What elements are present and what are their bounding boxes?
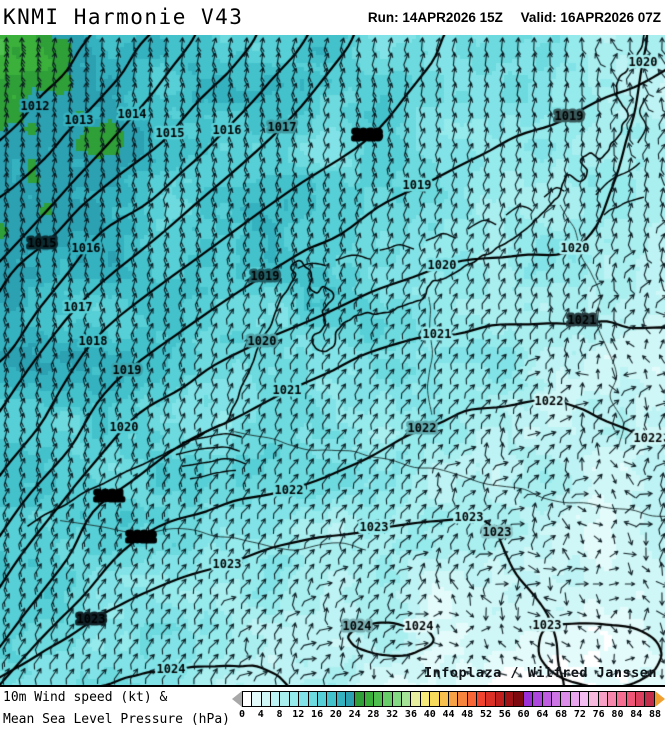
colorbar-tick-label: 32 <box>386 709 399 720</box>
colorbar-tick-label: 36 <box>404 709 417 720</box>
colorbar-tick-label: 80 <box>611 709 624 720</box>
colorbar-tick-label: 64 <box>536 709 549 720</box>
colorbar-tick-label: 48 <box>461 709 474 720</box>
colorbar-tick-label: 56 <box>498 709 511 720</box>
colorbar-tick-label: 20 <box>329 709 342 720</box>
weather-map: Infoplaza / Wilfred Janssen <box>0 35 665 687</box>
colorbar-tick-label: 28 <box>367 709 380 720</box>
colorbar-tick-label: 12 <box>292 709 305 720</box>
wind-speed-colorbar: 0 4 8 12 16 20 24 28 32 36 40 44 48 52 56 60 64 68 72 76 80 8… <box>232 691 665 725</box>
colorbar-tick-label: 16 <box>311 709 324 720</box>
colorbar-tick-label: 8 <box>276 709 283 720</box>
colorbar-overflow-arrow <box>655 691 665 707</box>
colorbar-cells <box>242 691 655 707</box>
header: KNMI Harmonie V43 Run: 14APR2026 15Z Val… <box>0 0 665 35</box>
colorbar-tick-label: 24 <box>348 709 361 720</box>
page-title: KNMI Harmonie V43 <box>3 5 244 29</box>
weather-map-canvas <box>0 35 665 685</box>
legend: 10m Wind speed (kt) & Mean Sea Level Pre… <box>0 687 665 735</box>
colorbar-tick-label: 68 <box>555 709 568 720</box>
colorbar-underflow-arrow <box>232 691 242 707</box>
colorbar-tick-label: 72 <box>573 709 586 720</box>
valid-label: Valid: 16APR2026 07Z <box>520 10 661 25</box>
attribution: Infoplaza / Wilfred Janssen <box>424 665 657 681</box>
legend-line-2: Mean Sea Level Pressure (hPa) <box>3 712 230 727</box>
colorbar-tick-label: 52 <box>480 709 493 720</box>
legend-line-1: 10m Wind speed (kt) & <box>3 690 168 705</box>
run-label: Run: 14APR2026 15Z <box>367 10 503 25</box>
run-valid-info: Run: 14APR2026 15Z Valid: 16APR2026 07Z <box>354 10 661 25</box>
colorbar-tick-label: 88 <box>648 709 662 720</box>
colorbar-tick-label: 4 <box>257 709 264 720</box>
colorbar-tick-label: 40 <box>423 709 436 720</box>
colorbar-tick-label: 60 <box>517 709 530 720</box>
colorbar-tick-label: 84 <box>630 709 643 720</box>
colorbar-tick-label: 44 <box>442 709 455 720</box>
colorbar-cell <box>644 691 655 707</box>
colorbar-tick-label: 76 <box>592 709 605 720</box>
colorbar-tick-label: 0 <box>238 709 246 720</box>
